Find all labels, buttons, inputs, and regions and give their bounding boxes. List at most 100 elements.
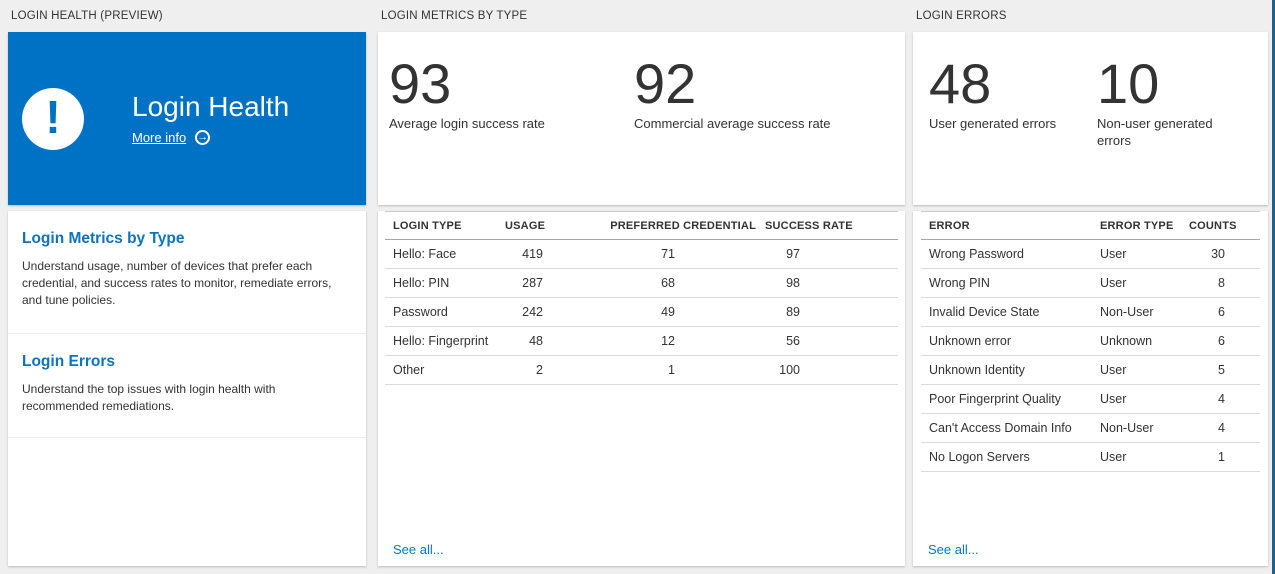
table-cell: 4 — [1189, 384, 1260, 414]
table-cell: 6 — [1189, 297, 1260, 327]
table-row[interactable]: Hello: Face 419 71 97 — [385, 239, 898, 269]
stat-commercial-average-success-rate: 92 Commercial average success rate — [634, 56, 831, 205]
metrics-stats-card: 93 Average login success rate 92 Commerc… — [378, 32, 905, 205]
see-all-link[interactable]: See all... — [928, 542, 979, 557]
login-errors-table: ERROR ERROR TYPE COUNTS Wrong Password User 3… — [921, 211, 1260, 472]
section-description: Understand usage, number of devices that… — [22, 259, 332, 307]
table-cell: Non-User — [1100, 297, 1189, 327]
table-row[interactable]: Wrong PIN User 8 — [921, 268, 1260, 298]
table-row[interactable]: Wrong Password User 30 — [921, 239, 1260, 269]
table-cell: Hello: PIN — [385, 268, 505, 298]
table-row[interactable]: Invalid Device State Non-User 6 — [921, 297, 1260, 327]
login-health-tile[interactable]: ! Login Health More info → — [8, 32, 366, 205]
table-row[interactable]: Poor Fingerprint Quality User 4 — [921, 384, 1260, 414]
table-cell: 4 — [1189, 413, 1260, 443]
table-cell: User — [1100, 268, 1189, 298]
table-row[interactable]: Unknown error Unknown 6 — [921, 326, 1260, 356]
table-row[interactable]: No Logon Servers User 1 — [921, 442, 1260, 472]
table-cell: 68 — [555, 268, 765, 298]
table-cell: 1 — [555, 355, 765, 385]
table-cell: No Logon Servers — [921, 442, 1100, 472]
table-cell: 30 — [1189, 239, 1260, 269]
table-cell: 1 — [1189, 442, 1260, 472]
column-header: ERROR TYPE — [1100, 211, 1189, 240]
table-cell: 287 — [505, 268, 555, 298]
section-divider — [8, 437, 366, 438]
section-title: Login Errors — [22, 353, 116, 370]
table-cell: Password — [385, 297, 505, 327]
table-cell: Invalid Device State — [921, 297, 1100, 327]
table-cell: User — [1100, 384, 1189, 414]
login-metrics-table-card: LOGIN TYPE USAGE PREFERRED CREDENTIAL SUCCE… — [378, 211, 905, 566]
tile-text: Login Health More info → — [132, 90, 290, 146]
table-cell: 71 — [555, 239, 765, 269]
stat-label: Non-user generated errors — [1097, 116, 1213, 148]
table-cell: Wrong PIN — [921, 268, 1100, 298]
login-metrics-panel: LOGIN METRICS BY TYPE 93 Average login s… — [378, 10, 905, 566]
table-cell: Non-User — [1100, 413, 1189, 443]
table-cell: 6 — [1189, 326, 1260, 356]
login-metrics-table: LOGIN TYPE USAGE PREFERRED CREDENTIAL SUCCE… — [385, 211, 898, 385]
table-row[interactable]: Hello: PIN 287 68 98 — [385, 268, 898, 298]
table-row[interactable]: Can't Access Domain Info Non-User 4 — [921, 413, 1260, 443]
sidebar-item-login-errors[interactable]: Login Errors Understand the top issues w… — [8, 334, 366, 437]
table-cell: User — [1100, 442, 1189, 472]
more-info-row: More info → — [132, 130, 289, 146]
section-description: Understand the top issues with login hea… — [22, 382, 276, 413]
nav-sections-card: Login Metrics by Type Understand usage, … — [8, 211, 366, 566]
table-cell: 12 — [555, 326, 765, 356]
table-cell: Can't Access Domain Info — [921, 413, 1100, 443]
table-cell: User — [1100, 239, 1189, 269]
stat-non-user-generated-errors: 10 Non-user generated errors — [1097, 56, 1227, 205]
panel-header-login-errors: LOGIN ERRORS — [916, 10, 1007, 22]
stat-user-generated-errors: 48 User generated errors — [929, 56, 1097, 205]
table-row[interactable]: Password 242 49 89 — [385, 297, 898, 327]
column-header: SUCCESS RATE — [765, 211, 898, 240]
column-header: ERROR — [921, 211, 1100, 240]
column-header: PREFERRED CREDENTIAL — [555, 211, 765, 240]
table-cell: 98 — [765, 268, 898, 298]
table-cell: 419 — [505, 239, 555, 269]
table-cell: 89 — [765, 297, 898, 327]
section-title: Login Metrics by Type — [22, 230, 185, 247]
table-row[interactable]: Unknown Identity User 5 — [921, 355, 1260, 385]
table-cell: Poor Fingerprint Quality — [921, 384, 1100, 414]
table-row[interactable]: Hello: Fingerprint 48 12 56 — [385, 326, 898, 356]
table-cell: Unknown Identity — [921, 355, 1100, 385]
table-cell: Wrong Password — [921, 239, 1100, 269]
table-cell: 5 — [1189, 355, 1260, 385]
stat-label: User generated errors — [929, 116, 1057, 131]
exclamation-alert-icon: ! — [22, 87, 84, 150]
table-header-row: LOGIN TYPE USAGE PREFERRED CREDENTIAL SUCCE… — [385, 211, 898, 240]
table-cell: 100 — [765, 355, 898, 385]
table-cell: 8 — [1189, 268, 1260, 298]
column-header: LOGIN TYPE — [385, 211, 505, 240]
table-cell: Unknown — [1100, 326, 1189, 356]
stat-value: 48 — [929, 52, 992, 115]
stat-value: 93 — [389, 52, 452, 115]
stat-value: 92 — [634, 52, 697, 115]
stat-value: 10 — [1097, 52, 1160, 115]
table-cell: Unknown error — [921, 326, 1100, 356]
viewport-right-edge — [1272, 0, 1275, 574]
table-cell: 56 — [765, 326, 898, 356]
tile-title: Login Health — [132, 90, 290, 122]
arrow-right-circle-icon[interactable]: → — [195, 130, 211, 146]
login-errors-table-card: ERROR ERROR TYPE COUNTS Wrong Password User 3… — [913, 211, 1268, 566]
table-cell: 97 — [765, 239, 898, 269]
table-cell: 242 — [505, 297, 555, 327]
table-cell: User — [1100, 355, 1189, 385]
stat-label: Average login success rate — [389, 116, 545, 131]
section-divider — [8, 333, 366, 334]
stat-average-login-success-rate: 93 Average login success rate — [389, 56, 634, 205]
table-cell: 2 — [505, 355, 555, 385]
stat-label: Commercial average success rate — [634, 116, 831, 131]
table-cell: Hello: Fingerprint — [385, 326, 505, 356]
more-info-link[interactable]: More info — [132, 130, 187, 146]
table-row[interactable]: Other 2 1 100 — [385, 355, 898, 385]
see-all-link[interactable]: See all... — [393, 542, 444, 557]
table-cell: 49 — [555, 297, 765, 327]
sidebar-item-login-metrics-by-type[interactable]: Login Metrics by Type Understand usage, … — [8, 211, 366, 333]
panel-header-login-metrics: LOGIN METRICS BY TYPE — [381, 10, 528, 22]
column-header: USAGE — [505, 211, 555, 240]
